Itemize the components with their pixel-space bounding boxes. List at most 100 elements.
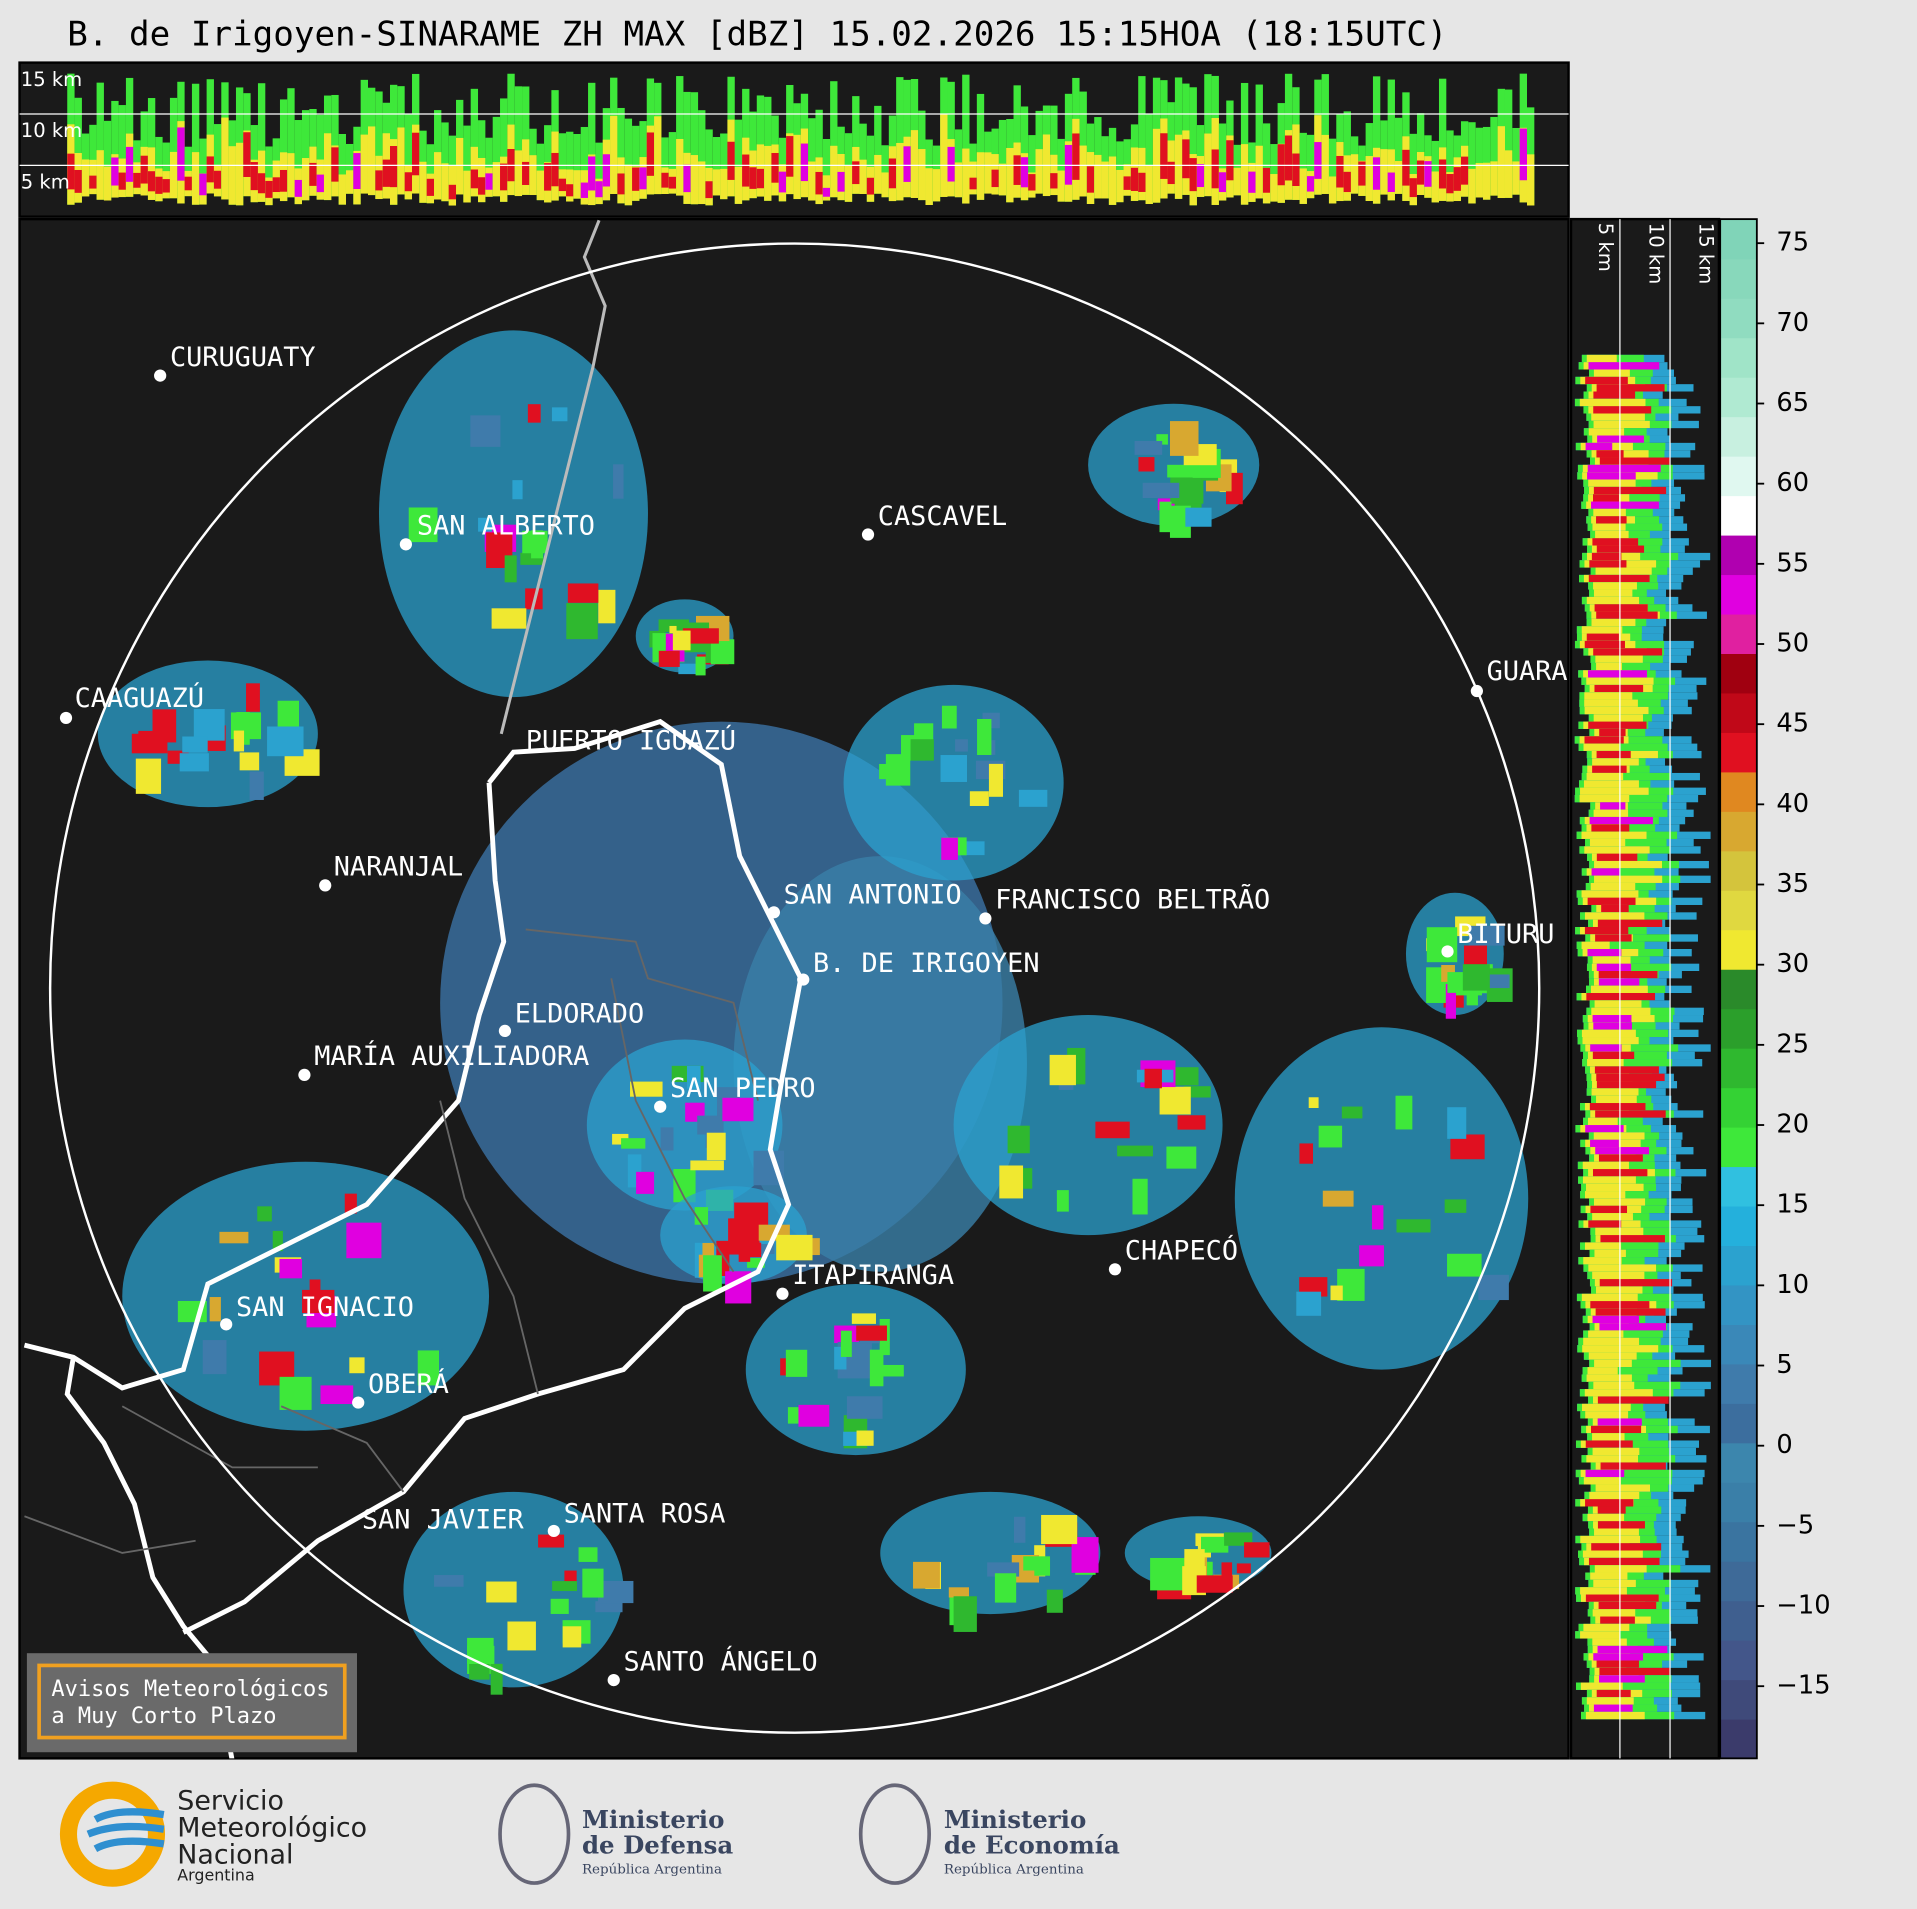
echo-column bbox=[375, 170, 383, 191]
echo-row bbox=[1593, 1704, 1633, 1712]
echo-column bbox=[954, 162, 963, 198]
echo-row bbox=[1596, 611, 1658, 619]
echo-column bbox=[103, 120, 112, 201]
echo-row bbox=[1589, 1491, 1640, 1500]
echo-column bbox=[235, 142, 244, 206]
echo-row bbox=[1581, 1029, 1636, 1038]
tick-label: 70 bbox=[1776, 308, 1809, 338]
echo-row bbox=[1584, 1242, 1622, 1250]
echo-column bbox=[441, 122, 449, 202]
echo-column bbox=[514, 150, 523, 197]
colorbar-band bbox=[1720, 1482, 1757, 1523]
echo-row bbox=[1594, 1000, 1642, 1008]
echo bbox=[913, 1561, 940, 1589]
echo-column bbox=[558, 178, 567, 192]
echo-column bbox=[566, 184, 574, 197]
echo-column bbox=[1006, 147, 1014, 203]
echo-column bbox=[918, 149, 926, 201]
echo bbox=[636, 1171, 655, 1194]
colorbar-frame bbox=[1719, 218, 1758, 1760]
echo-row bbox=[1592, 956, 1631, 964]
echo bbox=[630, 1081, 663, 1097]
echo-column bbox=[103, 166, 112, 201]
echo bbox=[1444, 1199, 1467, 1213]
echo-row bbox=[1576, 941, 1645, 949]
echo-row bbox=[1592, 1638, 1627, 1646]
tick-label: 5 bbox=[1776, 1350, 1792, 1380]
echo-column bbox=[279, 99, 288, 202]
echo-column bbox=[485, 137, 493, 197]
echo bbox=[969, 791, 989, 806]
echo-column bbox=[1409, 178, 1417, 198]
echo-column bbox=[155, 176, 163, 194]
echo bbox=[613, 464, 624, 499]
colorbar-band bbox=[1720, 1008, 1757, 1049]
echo-column bbox=[1306, 176, 1315, 192]
echo-row bbox=[1581, 772, 1671, 781]
echo-row bbox=[1585, 1469, 1625, 1478]
warning-text: a Muy Corto Plazo bbox=[51, 1704, 276, 1729]
echo bbox=[695, 656, 706, 676]
echo-row bbox=[1587, 1367, 1618, 1375]
echo-column bbox=[1182, 139, 1190, 179]
echo-row bbox=[1593, 1022, 1632, 1030]
echo-row bbox=[1582, 1161, 1629, 1170]
height-label: 10 km bbox=[21, 119, 82, 142]
echo-row bbox=[1585, 1499, 1634, 1507]
echo-row bbox=[1585, 1411, 1629, 1419]
echo-column bbox=[705, 181, 713, 199]
echo-column bbox=[492, 116, 501, 197]
echo bbox=[267, 726, 304, 757]
tick-label: 35 bbox=[1776, 869, 1809, 899]
colorbar-band bbox=[1720, 890, 1757, 931]
echo-column bbox=[881, 172, 889, 198]
echo-column bbox=[1138, 172, 1146, 192]
echo bbox=[504, 555, 517, 583]
echo-row bbox=[1591, 618, 1636, 627]
echo-column bbox=[96, 150, 104, 200]
logo-defensa: Ministerio de Defensa República Argentin… bbox=[498, 1783, 733, 1885]
echo-row bbox=[1591, 1543, 1662, 1551]
city-label: GUARA bbox=[1487, 656, 1568, 687]
echo-column bbox=[1328, 138, 1337, 204]
echo-column bbox=[727, 141, 735, 180]
echo-row bbox=[1593, 406, 1652, 414]
echo bbox=[562, 1626, 582, 1648]
echo bbox=[1159, 1086, 1191, 1115]
echo-column bbox=[910, 130, 919, 198]
echo bbox=[320, 1385, 354, 1405]
echo-row bbox=[1587, 948, 1622, 957]
echo bbox=[697, 1115, 724, 1135]
city-dot bbox=[59, 711, 73, 725]
echo bbox=[1236, 1563, 1251, 1574]
echo bbox=[531, 530, 543, 559]
echo-column bbox=[632, 125, 640, 201]
city-label: B. DE IRIGOYEN bbox=[813, 948, 1040, 979]
echo-column bbox=[720, 133, 728, 200]
echo-row bbox=[1587, 670, 1647, 678]
echo-row bbox=[1583, 743, 1620, 751]
echo-column bbox=[111, 100, 119, 198]
echo bbox=[490, 1663, 503, 1695]
echo bbox=[272, 1230, 283, 1252]
echo-row bbox=[1583, 780, 1639, 788]
echo-column bbox=[1292, 153, 1300, 187]
echo-row bbox=[1591, 824, 1630, 832]
city-dot bbox=[979, 912, 992, 925]
echo-column bbox=[434, 152, 442, 200]
echo-column bbox=[89, 124, 97, 195]
echo bbox=[1318, 1125, 1343, 1148]
echo-column bbox=[309, 162, 317, 186]
echo-column bbox=[859, 123, 867, 195]
echo-row bbox=[1595, 1308, 1666, 1316]
echo-row bbox=[1593, 391, 1636, 399]
echo bbox=[672, 630, 691, 651]
echo-column bbox=[1350, 154, 1359, 194]
echo-column bbox=[1365, 156, 1373, 201]
echo-column bbox=[536, 170, 545, 201]
echo bbox=[1095, 1121, 1130, 1139]
echo bbox=[131, 733, 168, 754]
echo-row bbox=[1592, 523, 1626, 531]
echo-column bbox=[1475, 162, 1483, 198]
echo bbox=[1244, 1542, 1270, 1558]
